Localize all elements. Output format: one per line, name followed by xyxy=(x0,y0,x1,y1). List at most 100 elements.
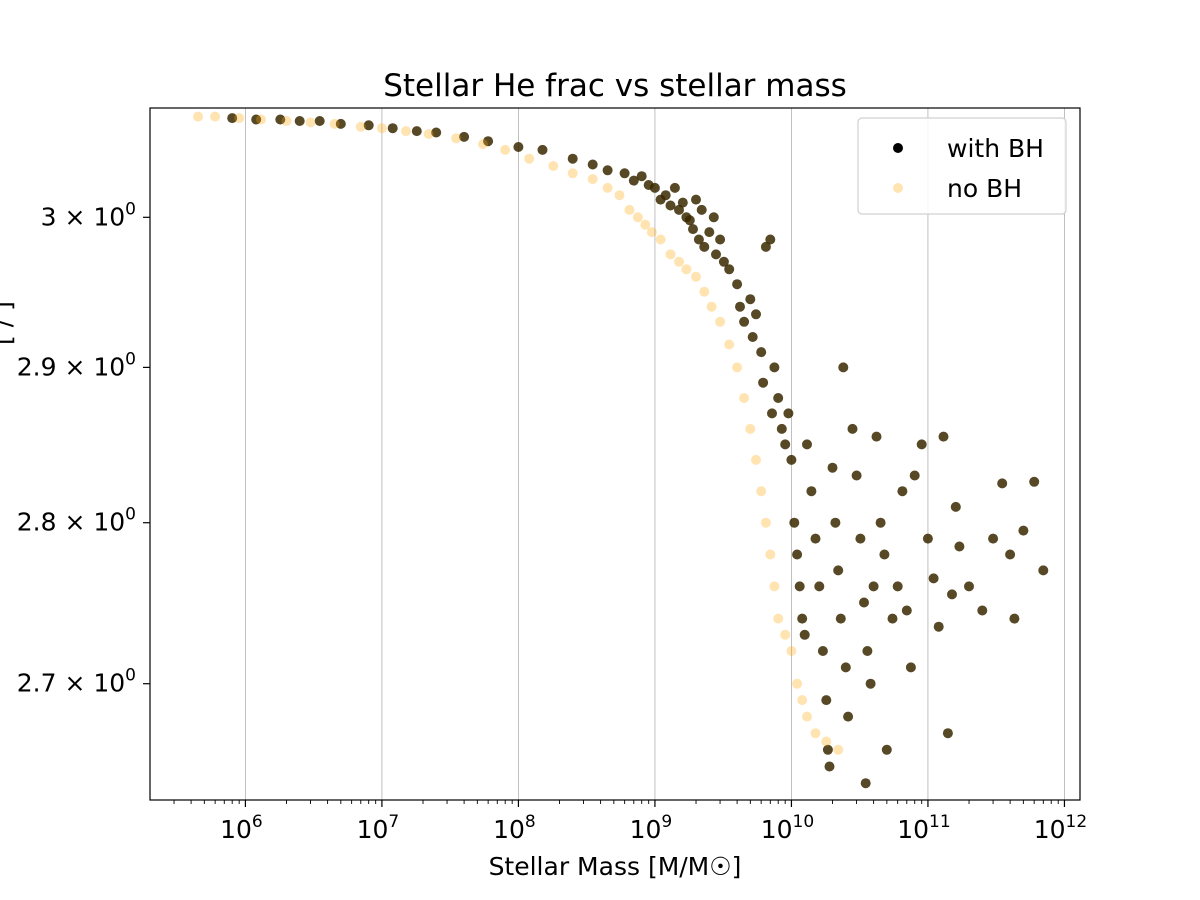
data-point xyxy=(954,541,965,552)
x-tick-label-base: 10 xyxy=(220,815,252,844)
data-point xyxy=(696,204,707,215)
data-point xyxy=(810,728,821,739)
data-point xyxy=(909,470,920,481)
y-tick-label-exponent: 0 xyxy=(125,666,136,686)
data-point xyxy=(314,116,325,126)
data-point xyxy=(281,116,292,126)
data-point xyxy=(459,131,470,142)
data-point xyxy=(478,139,488,150)
data-point xyxy=(868,581,879,592)
legend-marker xyxy=(893,143,903,153)
x-tick-label: 109 xyxy=(630,812,673,844)
data-point xyxy=(947,589,957,600)
data-point xyxy=(997,478,1008,489)
series-with-bh xyxy=(227,113,1049,789)
data-point xyxy=(799,629,810,640)
data-point xyxy=(950,501,961,512)
data-point xyxy=(792,549,803,560)
data-point xyxy=(1018,525,1029,536)
grid-lines xyxy=(245,108,1065,800)
data-point xyxy=(928,573,939,584)
data-point xyxy=(797,695,808,706)
x-tick-label: 108 xyxy=(493,812,536,844)
data-point xyxy=(431,127,442,138)
data-point xyxy=(892,581,903,592)
data-point xyxy=(922,533,933,544)
data-point xyxy=(833,565,844,576)
x-axis-label: Stellar Mass [M/M☉] xyxy=(488,852,742,881)
data-point xyxy=(628,175,639,186)
data-point xyxy=(897,486,908,497)
data-point xyxy=(732,362,743,373)
legend-box xyxy=(857,117,1067,215)
data-point xyxy=(451,133,462,144)
data-point xyxy=(275,114,286,125)
data-point xyxy=(665,200,676,211)
data-point xyxy=(747,332,758,342)
data-point xyxy=(933,621,944,632)
data-point xyxy=(649,182,660,193)
x-tick-label-base: 10 xyxy=(1034,815,1066,844)
data-point xyxy=(655,234,666,245)
legend: with BH no BH xyxy=(857,117,1067,215)
data-point xyxy=(602,182,613,193)
y-tick-label-base: 2.7 × 10 xyxy=(17,669,125,698)
y-tick-label-exponent: 0 xyxy=(125,349,136,369)
data-point xyxy=(827,462,838,473)
legend-label: no BH xyxy=(947,174,1022,203)
x-tick-label-base: 10 xyxy=(630,815,662,844)
x-tick-label: 106 xyxy=(220,812,263,844)
data-point xyxy=(376,123,387,134)
data-point xyxy=(751,454,761,465)
chart-title: Stellar He frac vs stellar mass xyxy=(383,68,847,104)
data-point xyxy=(756,347,767,358)
y-tick-label-exponent: 0 xyxy=(125,199,136,219)
data-point xyxy=(513,142,524,152)
data-point xyxy=(711,249,721,260)
data-point xyxy=(901,605,912,616)
data-point xyxy=(773,393,784,403)
data-point xyxy=(802,439,812,450)
data-point xyxy=(411,126,422,137)
x-tick-label: 1010 xyxy=(761,812,814,844)
data-point xyxy=(822,744,833,755)
x-tick-label: 107 xyxy=(357,812,400,844)
data-point xyxy=(1029,476,1040,487)
legend-marker xyxy=(893,183,903,193)
plot-frame xyxy=(149,107,1081,801)
y-tick-label: 3 × 100 xyxy=(41,199,136,231)
y-tick-label: 2.7 × 100 xyxy=(17,666,136,698)
data-point xyxy=(780,439,791,450)
series-no-bh xyxy=(193,111,844,755)
data-point xyxy=(751,309,761,320)
data-point xyxy=(756,486,767,497)
data-point xyxy=(363,120,374,131)
x-tick-label-exponent: 7 xyxy=(388,812,399,832)
data-point xyxy=(640,219,651,230)
data-point xyxy=(1009,613,1020,624)
data-point xyxy=(387,123,398,134)
data-point xyxy=(688,224,698,235)
data-point xyxy=(776,423,787,434)
data-point xyxy=(699,241,710,252)
data-point xyxy=(783,408,794,419)
data-point xyxy=(691,271,701,282)
data-point xyxy=(704,227,715,238)
data-point xyxy=(817,646,828,656)
y-tick-label-exponent: 0 xyxy=(125,505,136,525)
data-point xyxy=(724,264,735,275)
data-point xyxy=(786,646,797,656)
data-point xyxy=(210,111,221,122)
data-point xyxy=(614,190,625,201)
data-point xyxy=(862,646,873,656)
data-point xyxy=(797,613,808,624)
y-tick-label-base: 3 × 10 xyxy=(41,202,126,231)
data-point xyxy=(758,377,769,388)
x-tick-label-exponent: 10 xyxy=(793,812,815,832)
data-point xyxy=(794,581,805,592)
x-tick-label-exponent: 6 xyxy=(252,812,263,832)
data-point xyxy=(865,678,876,689)
data-point xyxy=(760,517,771,528)
